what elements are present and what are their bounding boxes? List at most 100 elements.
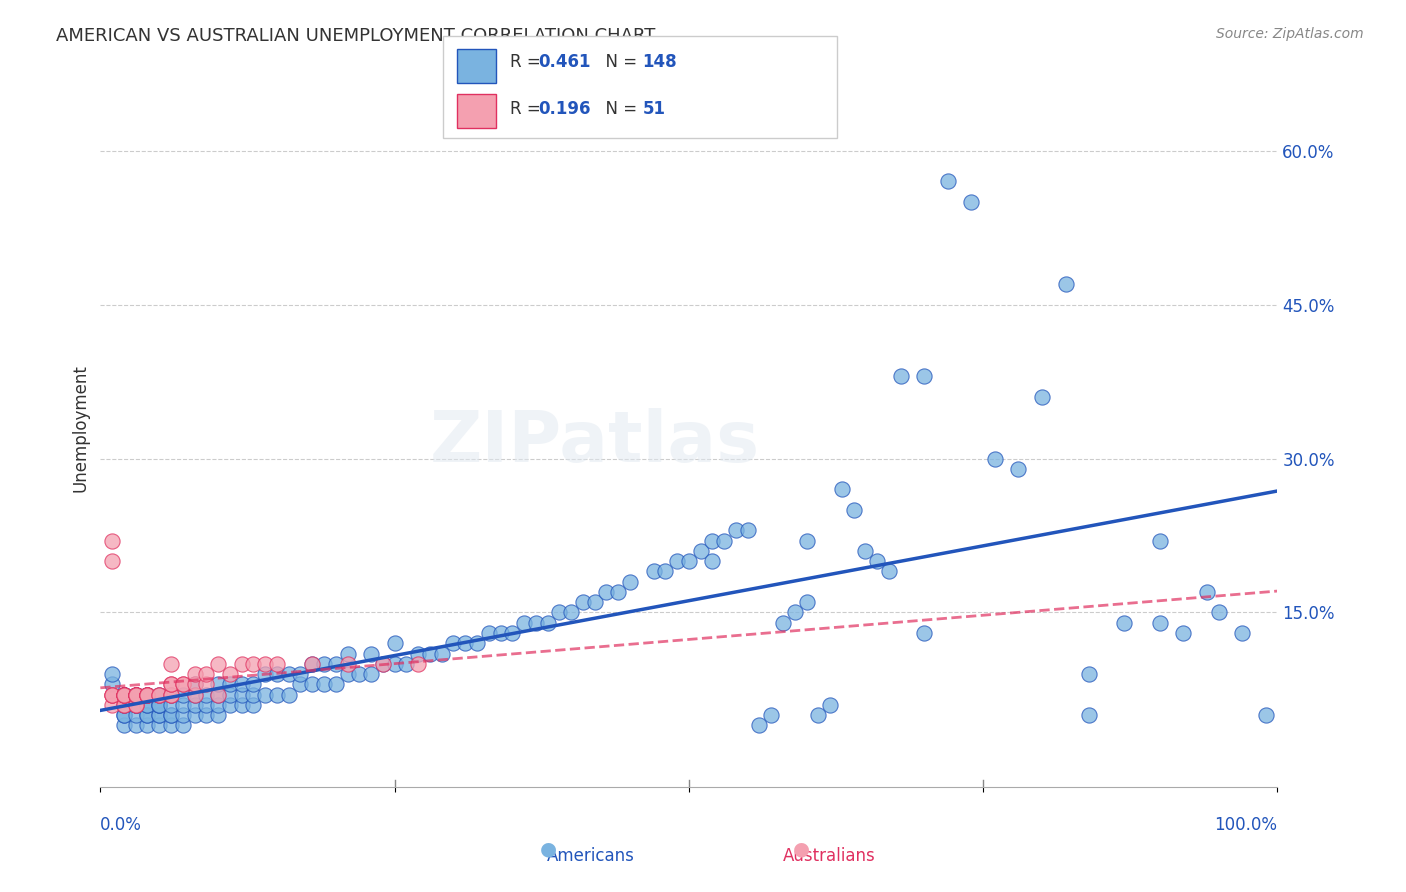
Point xyxy=(360,647,382,661)
Point xyxy=(572,595,595,609)
Point xyxy=(290,677,312,691)
Point xyxy=(136,708,159,723)
Point xyxy=(325,657,347,671)
Text: R =: R = xyxy=(510,100,547,118)
Point xyxy=(583,595,606,609)
Point xyxy=(148,698,170,712)
Point xyxy=(1195,585,1218,599)
Point xyxy=(207,698,229,712)
Text: N =: N = xyxy=(595,100,643,118)
Point xyxy=(1208,606,1230,620)
Point xyxy=(101,688,124,702)
Point xyxy=(195,677,218,691)
Point xyxy=(443,636,465,650)
Point xyxy=(101,688,124,702)
Point xyxy=(818,698,841,712)
Point xyxy=(183,698,205,712)
Point xyxy=(148,708,170,723)
Point xyxy=(336,657,359,671)
Point xyxy=(136,688,159,702)
Point xyxy=(724,524,747,538)
Point xyxy=(478,626,501,640)
Point xyxy=(290,667,312,681)
Point xyxy=(406,647,429,661)
Point xyxy=(912,626,935,640)
Point xyxy=(148,688,170,702)
Point xyxy=(101,533,124,548)
Text: 0.461: 0.461 xyxy=(538,54,591,71)
Point xyxy=(548,606,571,620)
Point xyxy=(172,688,194,702)
Point xyxy=(183,667,205,681)
Point xyxy=(136,688,159,702)
Point xyxy=(207,688,229,702)
Point xyxy=(124,698,146,712)
Point xyxy=(855,544,877,558)
Point xyxy=(112,688,135,702)
Point xyxy=(124,688,146,702)
Point xyxy=(195,698,218,712)
Text: Source: ZipAtlas.com: Source: ZipAtlas.com xyxy=(1216,27,1364,41)
Point xyxy=(1078,708,1101,723)
Point xyxy=(207,677,229,691)
Point xyxy=(124,698,146,712)
Point xyxy=(231,688,253,702)
Text: 100.0%: 100.0% xyxy=(1215,815,1278,834)
Point xyxy=(112,688,135,702)
Point xyxy=(112,688,135,702)
Point xyxy=(783,606,806,620)
Point xyxy=(560,606,582,620)
Point xyxy=(1054,277,1077,291)
Text: AMERICAN VS AUSTRALIAN UNEMPLOYMENT CORRELATION CHART: AMERICAN VS AUSTRALIAN UNEMPLOYMENT CORR… xyxy=(56,27,655,45)
Point xyxy=(689,544,711,558)
Point xyxy=(160,698,183,712)
Point xyxy=(195,688,218,702)
Text: 148: 148 xyxy=(643,54,678,71)
Point xyxy=(1078,667,1101,681)
Point xyxy=(242,688,264,702)
Point xyxy=(406,657,429,671)
Point xyxy=(984,451,1007,466)
Point xyxy=(124,718,146,732)
Point xyxy=(678,554,700,568)
Text: 0.196: 0.196 xyxy=(538,100,591,118)
Point xyxy=(160,718,183,732)
Y-axis label: Unemployment: Unemployment xyxy=(72,364,89,491)
Point xyxy=(737,524,759,538)
Point xyxy=(112,698,135,712)
Point xyxy=(1114,615,1136,630)
Point xyxy=(301,657,323,671)
Point xyxy=(160,708,183,723)
Text: R =: R = xyxy=(510,54,547,71)
Point xyxy=(136,708,159,723)
Point xyxy=(231,657,253,671)
Point xyxy=(207,688,229,702)
Point xyxy=(643,565,665,579)
Point xyxy=(218,677,240,691)
Point xyxy=(371,657,394,671)
Point xyxy=(454,636,477,650)
Point xyxy=(654,565,676,579)
Text: ●: ● xyxy=(540,839,557,858)
Point xyxy=(796,595,818,609)
Point xyxy=(1149,615,1171,630)
Point xyxy=(112,688,135,702)
Point xyxy=(266,667,288,681)
Point xyxy=(419,647,441,661)
Point xyxy=(112,688,135,702)
Point xyxy=(912,369,935,384)
Point xyxy=(936,174,959,188)
Point xyxy=(842,503,865,517)
Point xyxy=(242,657,264,671)
Point xyxy=(231,698,253,712)
Point xyxy=(183,708,205,723)
Point xyxy=(160,677,183,691)
Point xyxy=(231,677,253,691)
Point xyxy=(136,688,159,702)
Point xyxy=(124,688,146,702)
Point xyxy=(748,718,770,732)
Point xyxy=(218,667,240,681)
Point xyxy=(183,677,205,691)
Point xyxy=(702,554,724,568)
Point xyxy=(360,667,382,681)
